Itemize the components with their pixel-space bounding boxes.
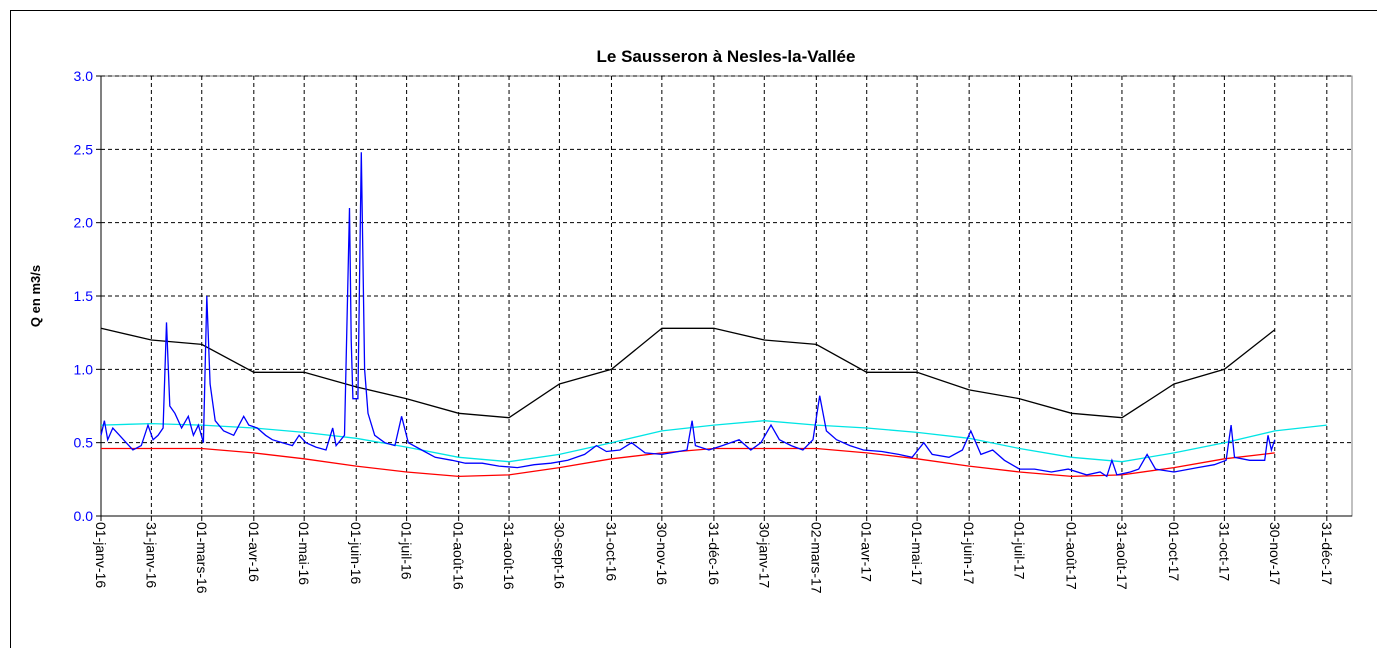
x-tick-label: 02-mars-17 — [808, 522, 824, 594]
x-tick-label: 01-janv-16 — [93, 522, 109, 588]
x-tick-label: 01-août-16 — [451, 522, 467, 590]
x-tick-label: 31-août-16 — [501, 522, 517, 590]
series-line — [100, 327, 1276, 419]
x-tick-label: 31-oct-16 — [603, 522, 619, 581]
x-tick-label: 30-nov-17 — [1267, 522, 1283, 585]
x-tick-label: 01-mars-16 — [194, 522, 210, 594]
x-tick-label: 01-mai-17 — [909, 522, 925, 585]
x-tick-label: 31-déc-17 — [1319, 522, 1335, 585]
y-tick-label: 2.0 — [74, 215, 94, 231]
x-tick-label: 01-juin-16 — [348, 522, 364, 584]
y-tick-label: 1.0 — [74, 361, 94, 377]
x-tick-label: 01-avr-17 — [859, 522, 875, 582]
x-tick-label: 30-nov-16 — [654, 522, 670, 585]
y-tick-label: 2.5 — [74, 141, 94, 157]
x-tick-label: 31-janv-16 — [143, 522, 159, 588]
x-tick-label: 31-oct-17 — [1216, 522, 1232, 581]
series-line — [100, 420, 1327, 463]
x-tick-label: 30-janv-17 — [756, 522, 772, 588]
x-tick-label: 01-juin-17 — [961, 522, 977, 584]
x-tick-label: 01-août-17 — [1064, 522, 1080, 590]
x-tick-label: 31-août-17 — [1114, 522, 1130, 590]
y-tick-label: 3.0 — [74, 68, 94, 84]
series-line — [100, 152, 1276, 478]
chart-title: Le Sausseron à Nesles-la-Vallée — [597, 47, 856, 66]
x-tick-label: 01-avr-16 — [246, 522, 262, 582]
x-tick-label: 30-sept-16 — [551, 522, 567, 589]
x-tick-label: 01-juil-17 — [1012, 522, 1028, 580]
x-tick-label: 01-oct-17 — [1166, 522, 1182, 581]
series-line — [101, 447, 1275, 478]
y-axis-label: Q en m3/s — [28, 265, 43, 327]
y-tick-label: 1.5 — [74, 288, 94, 304]
x-tick-label: 01-juil-16 — [399, 522, 415, 580]
y-tick-label: 0.0 — [74, 508, 94, 524]
x-tick-label: 31-déc-16 — [706, 522, 722, 585]
x-tick-label: 01-mai-16 — [296, 522, 312, 585]
y-tick-label: 0.5 — [74, 435, 94, 451]
